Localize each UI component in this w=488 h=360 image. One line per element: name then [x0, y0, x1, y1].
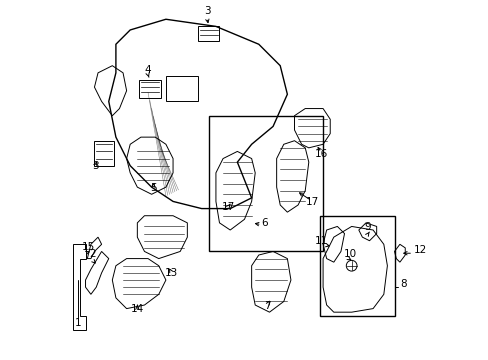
Text: 4: 4 [144, 65, 151, 75]
Bar [208, 116, 323, 251]
Text: 6: 6 [260, 219, 267, 229]
Text: 17: 17 [222, 202, 235, 212]
Bar [94, 141, 114, 166]
Text: 1: 1 [75, 318, 81, 328]
Text: 3: 3 [203, 6, 210, 16]
Text: 9: 9 [364, 222, 370, 232]
Text: 15: 15 [81, 242, 95, 252]
Text: 2: 2 [89, 249, 96, 259]
Text: 12: 12 [413, 245, 427, 255]
Text: 13: 13 [164, 269, 178, 278]
Bar [139, 80, 160, 98]
Text: 16: 16 [314, 149, 327, 159]
Text: 11: 11 [314, 236, 327, 246]
Bar [319, 216, 394, 316]
Text: 17: 17 [305, 197, 318, 207]
Text: 3: 3 [92, 161, 98, 171]
Text: 5: 5 [150, 183, 156, 193]
Text: 8: 8 [399, 279, 406, 289]
Text: 7: 7 [264, 301, 270, 311]
Text: 10: 10 [343, 249, 356, 259]
Bar [165, 76, 198, 102]
Text: 14: 14 [130, 304, 143, 314]
Bar [198, 26, 219, 41]
